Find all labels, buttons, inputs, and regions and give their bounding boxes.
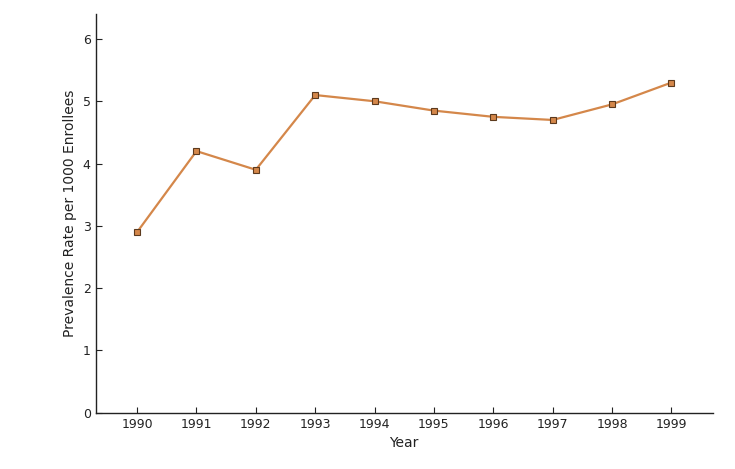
X-axis label: Year: Year: [390, 436, 419, 450]
Y-axis label: Prevalence Rate per 1000 Enrollees: Prevalence Rate per 1000 Enrollees: [63, 90, 77, 337]
